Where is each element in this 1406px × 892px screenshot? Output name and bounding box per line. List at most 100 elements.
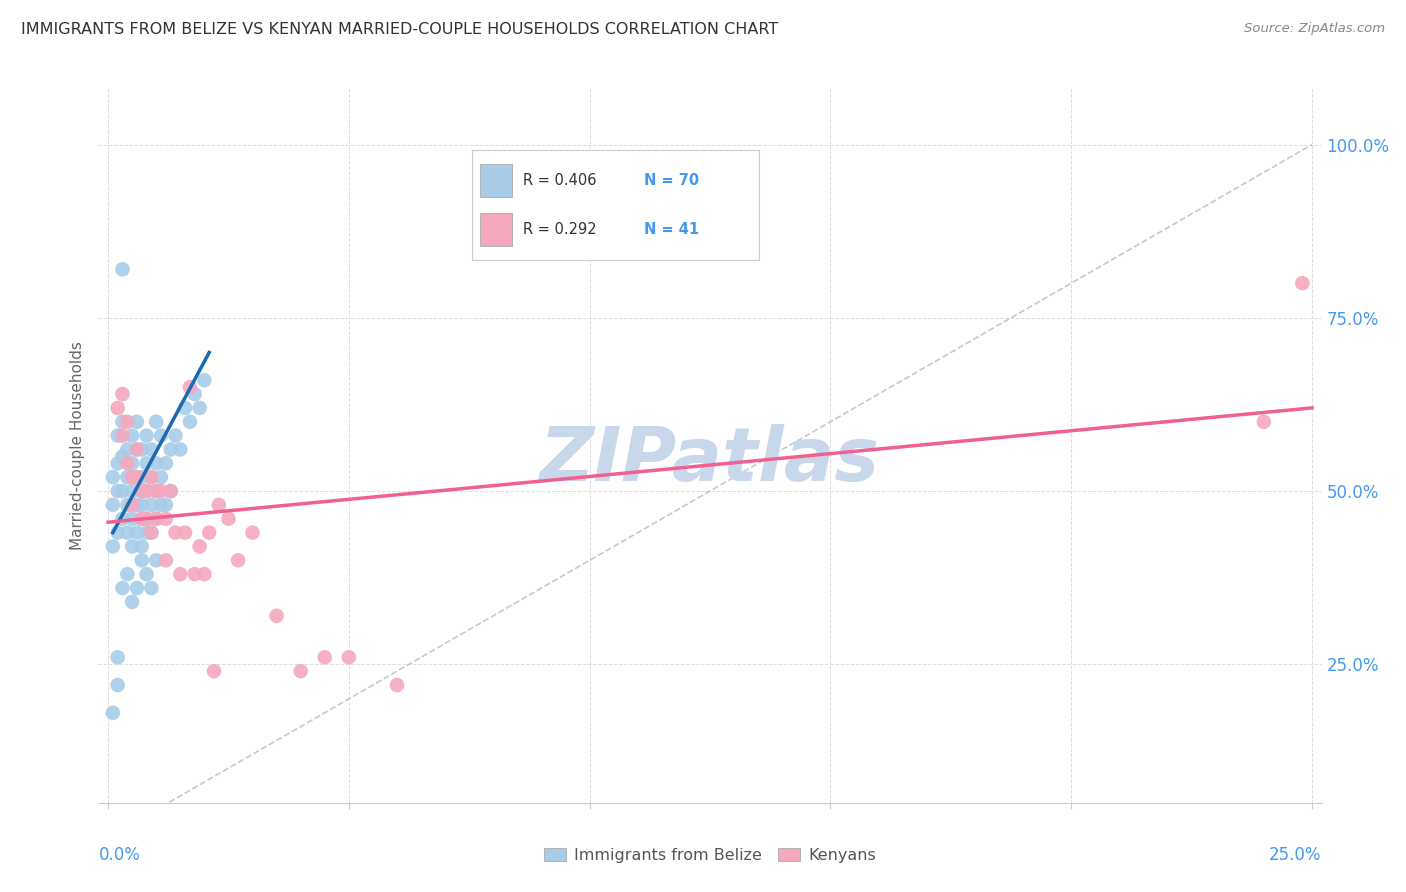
Point [150,470,173,484]
Point [217,512,239,526]
Point [145,456,167,470]
Point [141,581,163,595]
Point [179,415,201,429]
Point [117,525,139,540]
Point [135,525,157,540]
Point [111,581,134,595]
Point [184,567,207,582]
Point [135,428,157,442]
Point [385,678,408,692]
Point [107,483,129,498]
Point [107,650,129,665]
Point [107,525,129,540]
Point [188,540,211,554]
Point [145,512,167,526]
Bar [479,213,512,246]
Point [155,512,177,526]
Point [121,456,143,470]
Point [121,428,143,442]
Point [150,498,173,512]
Point [145,553,167,567]
Point [314,650,336,665]
Point [125,470,148,484]
Point [141,525,163,540]
Point [101,706,124,720]
Point [165,525,187,540]
Point [1291,276,1313,290]
Point [226,553,249,567]
Text: R = 0.406: R = 0.406 [523,173,596,188]
Text: N = 41: N = 41 [644,222,699,237]
Point [135,512,157,526]
Point [159,483,181,498]
Point [131,512,153,526]
Text: R = 0.292: R = 0.292 [523,222,598,237]
Point [111,387,134,401]
Point [145,483,167,498]
Point [125,581,148,595]
Point [135,483,157,498]
Point [193,567,215,582]
Point [135,483,157,498]
Point [121,483,143,498]
Point [107,428,129,442]
Point [131,512,153,526]
Point [155,553,177,567]
Point [141,498,163,512]
Point [135,567,157,582]
Point [111,428,134,442]
Point [188,401,211,415]
Point [290,664,312,678]
Point [135,512,157,526]
Point [117,456,139,470]
Point [131,483,153,498]
Point [169,567,191,582]
Point [107,401,129,415]
Point [121,512,143,526]
Point [135,456,157,470]
Point [155,498,177,512]
Point [131,483,153,498]
Point [179,380,201,394]
Point [121,540,143,554]
Point [141,470,163,484]
Point [242,525,264,540]
Point [117,470,139,484]
Legend: Immigrants from Belize, Kenyans: Immigrants from Belize, Kenyans [537,842,883,870]
Text: ZIPatlas: ZIPatlas [540,424,880,497]
Point [101,540,124,554]
Text: 0.0%: 0.0% [98,846,141,863]
Point [131,553,153,567]
Point [121,498,143,512]
Point [169,442,191,457]
Point [121,595,143,609]
Point [111,512,134,526]
Point [101,498,124,512]
Point [131,470,153,484]
Point [208,498,231,512]
Bar [479,164,512,197]
Text: Source: ZipAtlas.com: Source: ZipAtlas.com [1244,22,1385,36]
Point [159,442,181,457]
Point [145,415,167,429]
Point [101,470,124,484]
Point [107,456,129,470]
Point [121,470,143,484]
Point [125,415,148,429]
Point [111,415,134,429]
Point [145,512,167,526]
Point [174,401,197,415]
Point [150,428,173,442]
Point [125,470,148,484]
Point [125,442,148,457]
Point [159,483,181,498]
Point [131,540,153,554]
Point [266,608,288,623]
Point [193,373,215,387]
Point [131,442,153,457]
Point [111,450,134,464]
Text: N = 70: N = 70 [644,173,699,188]
Point [111,262,134,277]
Text: 25.0%: 25.0% [1270,846,1322,863]
Point [165,428,187,442]
